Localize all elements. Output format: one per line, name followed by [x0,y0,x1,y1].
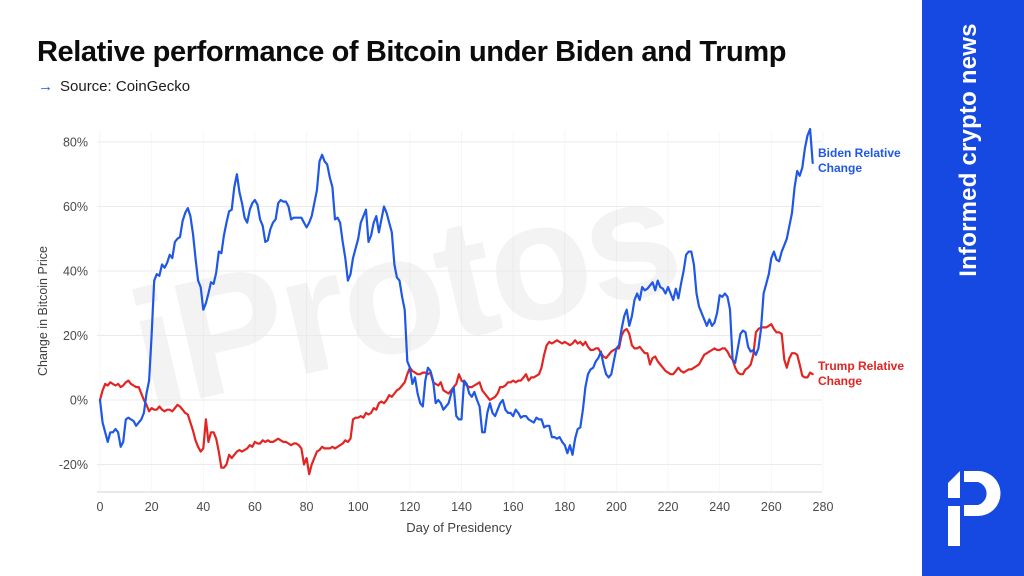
svg-text:140: 140 [451,500,472,514]
svg-text:200: 200 [606,500,627,514]
svg-text:60: 60 [248,500,262,514]
svg-text:220: 220 [658,500,679,514]
svg-text:120: 120 [399,500,420,514]
svg-text:80: 80 [300,500,314,514]
svg-text:160: 160 [503,500,524,514]
sidebar: Informed crypto news [922,0,1024,576]
svg-text:80%: 80% [63,135,88,149]
x-axis-title: Day of Presidency [406,520,512,535]
svg-text:20: 20 [145,500,159,514]
svg-text:240: 240 [709,500,730,514]
legend-biden-series-label: Biden Relative Change [818,146,901,175]
svg-text:280: 280 [813,500,834,514]
source-line: → Source: CoinGecko [38,78,190,95]
svg-text:100: 100 [348,500,369,514]
svg-text:60%: 60% [63,200,88,214]
svg-text:40: 40 [196,500,210,514]
svg-text:40%: 40% [63,264,88,278]
svg-text:0%: 0% [70,394,88,408]
protos-logo-icon [948,471,1001,546]
page-title: Relative performance of Bitcoin under Bi… [37,36,787,68]
svg-text:20%: 20% [63,329,88,343]
svg-text:0: 0 [97,500,104,514]
arrow-right-icon: → [38,78,53,95]
sidebar-tagline: Informed crypto news [955,23,982,277]
svg-text:180: 180 [554,500,575,514]
source-text: Source: CoinGecko [60,78,191,95]
svg-text:-20%: -20% [59,458,88,472]
legend-trump-series-label: Trump Relative Change [818,359,905,388]
svg-text:260: 260 [761,500,782,514]
y-axis-title: Change in Bitcoin Price [36,246,50,376]
